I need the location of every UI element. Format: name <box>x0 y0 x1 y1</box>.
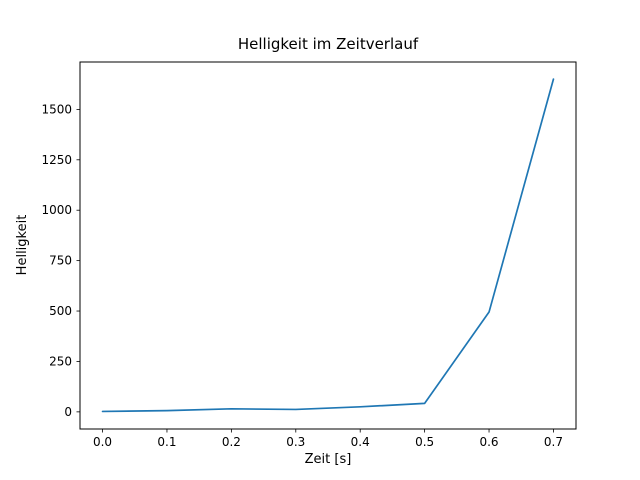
x-axis-ticks: 0.0 0.1 0.2 0.3 0.4 0.5 0.6 0.7 <box>93 429 563 449</box>
x-tick-label: 0.3 <box>286 435 305 449</box>
y-tick-label: 500 <box>49 304 72 318</box>
y-axis-ticks: 0 250 500 750 1000 1250 1500 <box>41 102 80 419</box>
y-axis-label: Helligkeit <box>15 215 30 276</box>
x-tick-label: 0.0 <box>93 435 112 449</box>
y-tick-label: 1000 <box>41 203 72 217</box>
x-tick-label: 0.1 <box>157 435 176 449</box>
x-tick-label: 0.5 <box>415 435 434 449</box>
y-tick-label: 250 <box>49 354 72 368</box>
y-tick-label: 750 <box>49 254 72 268</box>
brightness-line <box>101 78 555 413</box>
x-tick-label: 0.4 <box>351 435 370 449</box>
x-tick-label: 0.7 <box>544 435 563 449</box>
chart-title: Helligkeit im Zeitverlauf <box>238 35 419 53</box>
y-tick-label: 1500 <box>41 102 72 116</box>
data-series <box>101 78 555 413</box>
x-axis-label: Zeit [s] <box>305 452 352 467</box>
x-tick-label: 0.2 <box>222 435 241 449</box>
x-tick-label: 0.6 <box>479 435 498 449</box>
y-tick-label: 0 <box>64 405 72 419</box>
y-tick-label: 1250 <box>41 153 72 167</box>
plot-area-border <box>79 61 577 430</box>
